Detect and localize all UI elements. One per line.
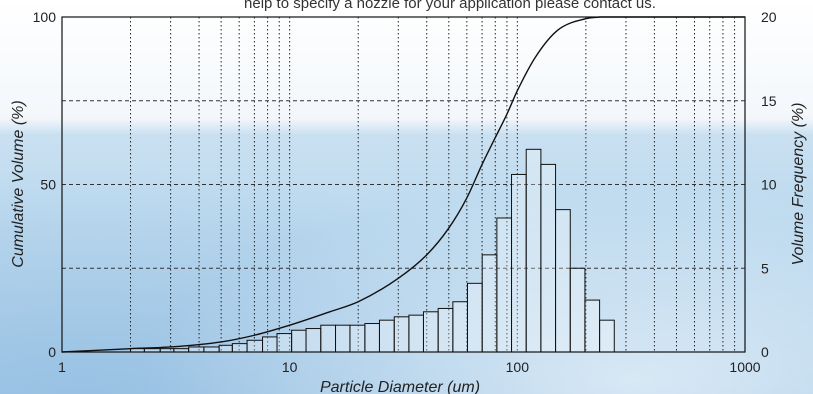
- plot-frame: [61, 16, 746, 353]
- y-tick-label-right: 0: [761, 344, 769, 360]
- histogram-bar: [525, 148, 542, 353]
- histogram-bars: [130, 148, 615, 353]
- background-glow: [0, 130, 813, 394]
- y-axis-left-label: Cumulative Volume (%): [10, 100, 27, 267]
- histogram-bar: [437, 307, 454, 353]
- x-tick-label: 1: [58, 359, 66, 375]
- x-tick-label: 1000: [729, 359, 760, 375]
- histogram-bar: [452, 301, 468, 353]
- histogram-bar: [540, 163, 557, 353]
- histogram-bar: [218, 344, 233, 353]
- x-axis-label: Particle Diameter (um): [320, 379, 480, 394]
- histogram-bar: [188, 346, 205, 353]
- caption-text: help to specify a nozzle for your applic…: [244, 0, 656, 12]
- histogram-bar: [246, 339, 264, 353]
- y-tick-label-left: 0: [48, 344, 56, 360]
- histogram-bar: [584, 299, 601, 353]
- histogram-bar: [335, 324, 351, 353]
- histogram-bar: [393, 316, 410, 353]
- histogram-bar: [555, 209, 571, 353]
- y-tick-label-left: 100: [33, 9, 57, 25]
- histogram-bar: [291, 329, 307, 353]
- y-tick-label-right: 15: [761, 93, 777, 109]
- histogram-bar: [569, 267, 586, 353]
- histogram-bar: [422, 311, 439, 353]
- y-axis-right-label: Volume Frequency (%): [790, 102, 807, 265]
- histogram-bar: [378, 319, 395, 353]
- x-tick-label: 10: [282, 359, 298, 375]
- histogram-bar: [320, 324, 337, 353]
- x-tick-label: 100: [506, 359, 530, 375]
- histogram-bar: [408, 314, 424, 353]
- histogram-bar: [262, 336, 278, 353]
- y-tick-label-right: 10: [761, 177, 777, 193]
- histogram-bar: [599, 319, 615, 353]
- histogram-bar: [496, 217, 513, 353]
- histogram-bar: [203, 346, 220, 353]
- histogram-bar: [276, 333, 293, 353]
- y-tick-label-left: 50: [40, 177, 56, 193]
- chart-grid: [62, 17, 745, 352]
- histogram-bar: [466, 282, 483, 353]
- histogram-bar: [231, 343, 248, 353]
- histogram-bar: [305, 328, 322, 353]
- histogram-bar: [349, 324, 366, 353]
- histogram-bar: [481, 254, 498, 353]
- histogram-bar: [364, 323, 380, 353]
- cumulative-curve: [61, 16, 745, 353]
- y-tick-label-right: 5: [761, 260, 769, 276]
- y-tick-label-right: 20: [761, 9, 777, 25]
- histogram-bar: [511, 173, 527, 353]
